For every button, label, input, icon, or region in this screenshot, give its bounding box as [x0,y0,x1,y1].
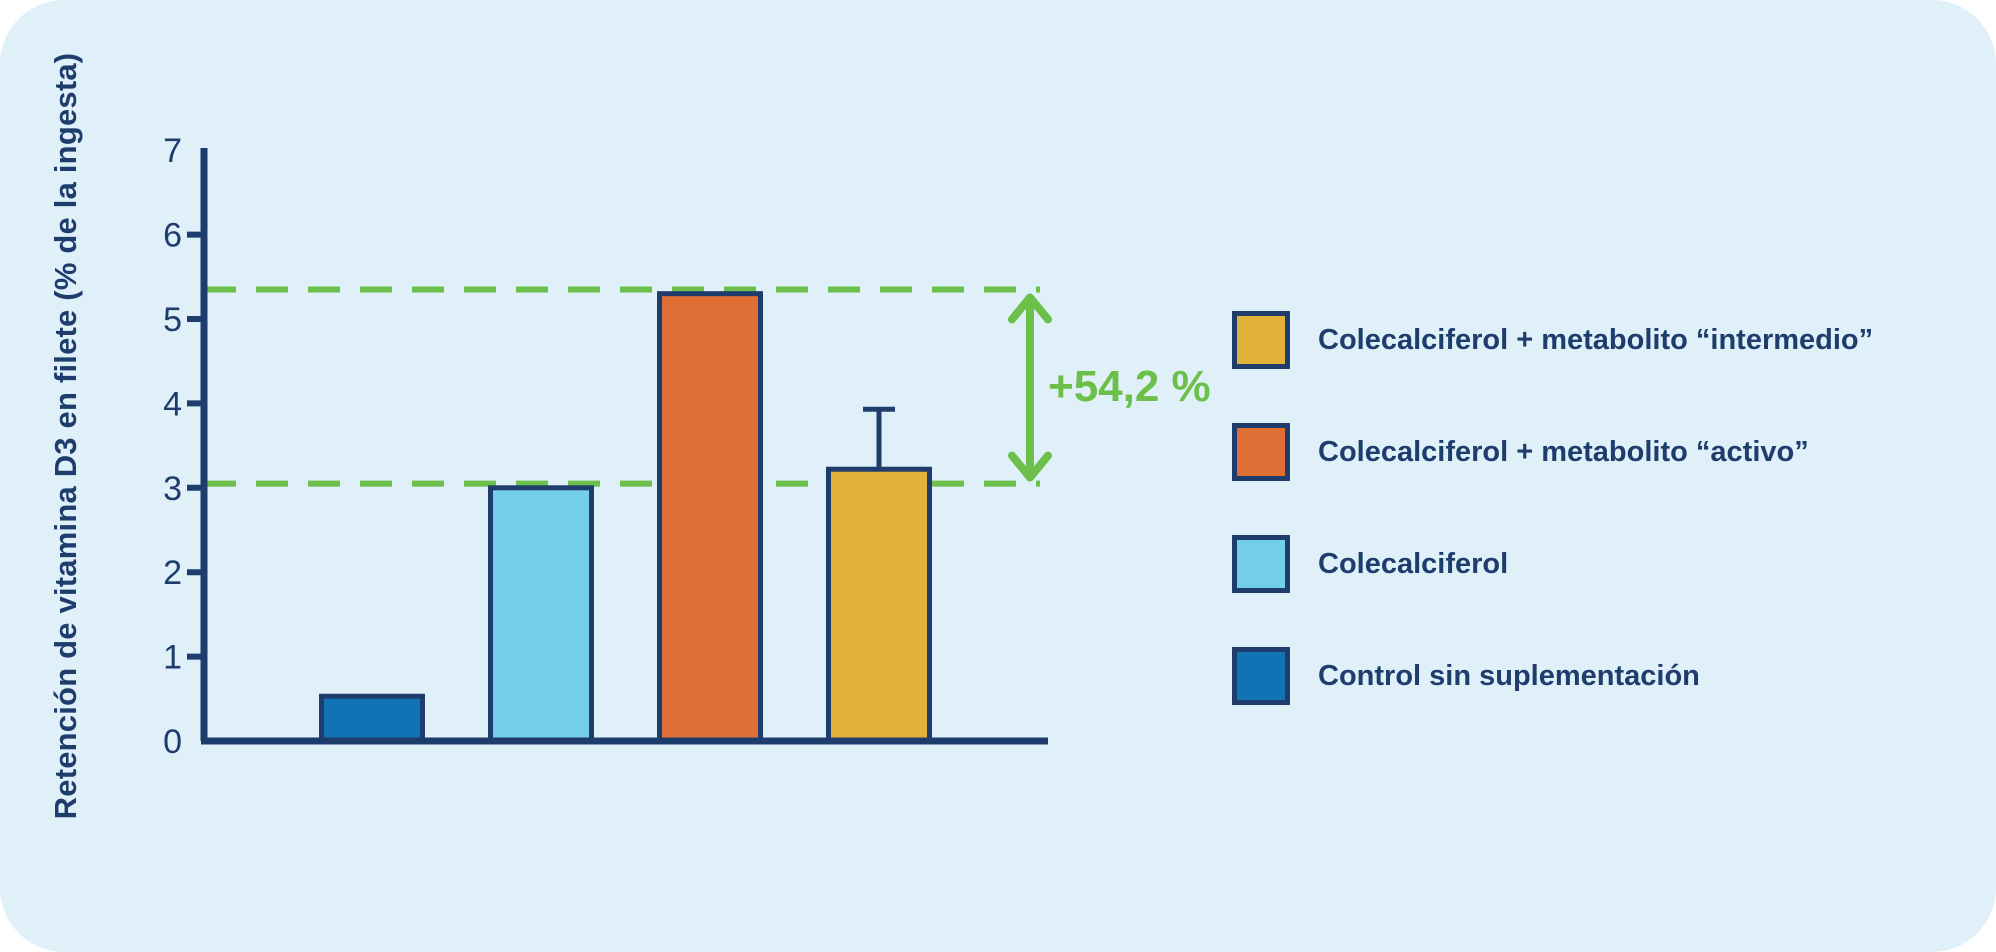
legend-swatch-intermedio [1232,311,1290,369]
legend-label: Colecalciferol + metabolito “intermedio” [1318,323,1874,356]
svg-text:7: 7 [163,132,182,170]
svg-text:2: 2 [163,554,182,592]
legend-label: Colecalciferol [1318,547,1509,580]
legend: Colecalciferol + metabolito “intermedio”… [1232,311,1874,760]
svg-text:6: 6 [163,217,182,255]
legend-label: Control sin suplementación [1318,659,1700,692]
legend-item: Colecalciferol + metabolito “intermedio” [1232,311,1874,369]
legend-item: Control sin suplementación [1232,647,1873,705]
legend-swatch-colecalciferol [1232,535,1290,593]
svg-text:0: 0 [163,723,182,761]
legend-label: Colecalciferol + metabolito “activo” [1318,435,1809,468]
legend-item: Colecalciferol + metabolito “activo” [1232,423,1873,481]
percent-change-label: +54,2 % [1048,362,1211,411]
legend-item: Colecalciferol [1232,535,1873,593]
bar-chart-plot: 0 1 2 3 4 5 6 7 [163,132,1052,761]
svg-text:5: 5 [163,301,182,339]
svg-text:1: 1 [163,639,182,677]
legend-swatch-activo [1232,423,1290,481]
legend-swatch-control [1232,647,1290,705]
svg-text:3: 3 [163,470,182,508]
svg-text:4: 4 [163,385,182,423]
